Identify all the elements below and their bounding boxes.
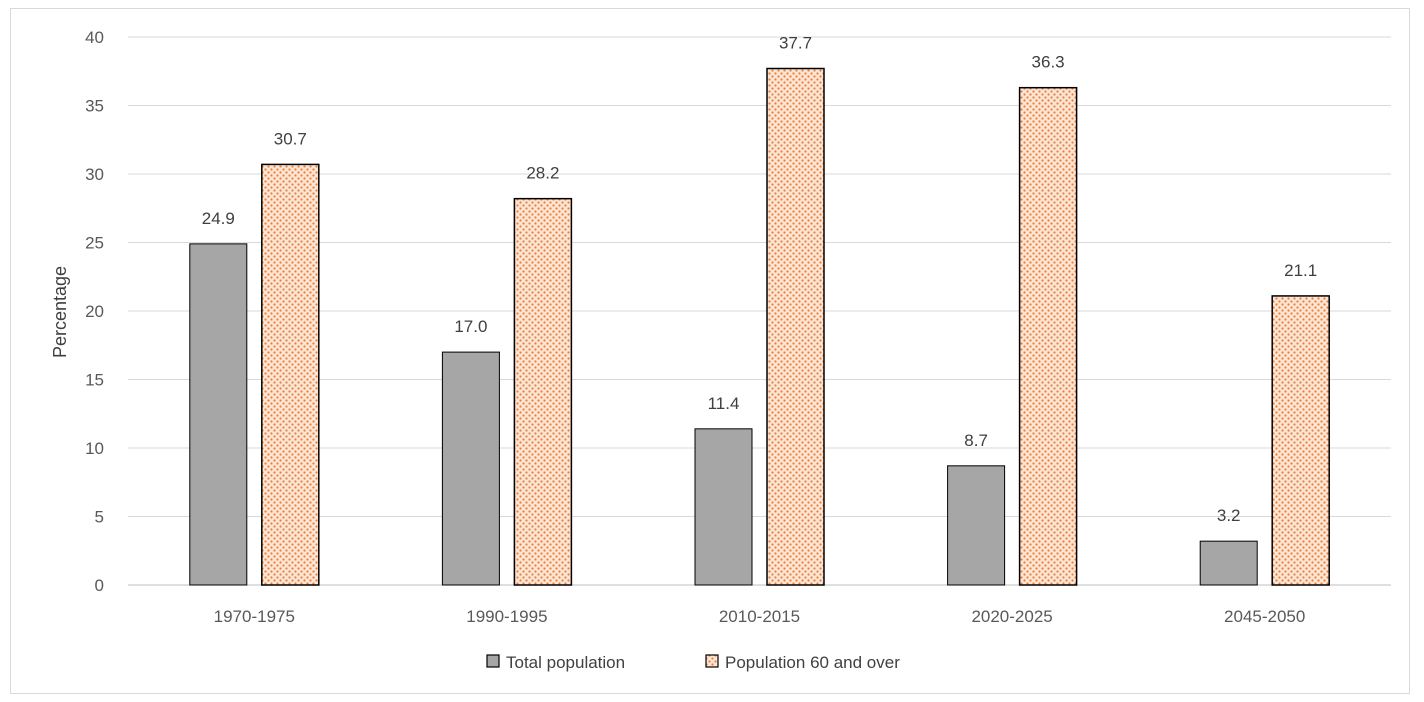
y-axis-ticks: 0 5 10 15 20 25 30 35 40 bbox=[85, 28, 104, 595]
data-label: 21.1 bbox=[1284, 261, 1317, 280]
bar-population-60-over bbox=[1018, 86, 1078, 586]
y-tick-label: 0 bbox=[95, 576, 104, 595]
bar-population-60-over bbox=[513, 197, 573, 586]
data-label: 30.7 bbox=[274, 129, 307, 148]
legend-label: Total population bbox=[506, 653, 625, 672]
legend: Total population Population 60 and over bbox=[486, 653, 900, 672]
legend-swatch-total-population bbox=[486, 654, 500, 668]
bar-total-population bbox=[947, 465, 1006, 586]
data-label: 3.2 bbox=[1217, 506, 1241, 525]
bar-total-population bbox=[189, 243, 248, 586]
data-label: 17.0 bbox=[454, 317, 487, 336]
y-tick-label: 5 bbox=[95, 508, 104, 527]
y-tick-label: 35 bbox=[85, 97, 104, 116]
y-tick-label: 20 bbox=[85, 302, 104, 321]
y-tick-label: 15 bbox=[85, 371, 104, 390]
bar-population-60-over bbox=[766, 67, 825, 586]
data-labels: 24.9 30.7 17.0 28.2 11.4 37.7 8.7 36.3 3.2 21.1 bbox=[202, 34, 1317, 526]
data-label: 24.9 bbox=[202, 209, 235, 228]
bar-total-population bbox=[694, 428, 753, 586]
legend-swatch-population-60-over bbox=[705, 654, 719, 668]
x-axis-ticks: 1970-1975 1990-1995 2010-2015 2020-2025 2045… bbox=[214, 607, 1306, 626]
x-tick-label: 1970-1975 bbox=[214, 607, 295, 626]
y-tick-label: 25 bbox=[85, 234, 104, 253]
legend-label: Population 60 and over bbox=[725, 653, 900, 672]
y-tick-label: 30 bbox=[85, 165, 104, 184]
x-tick-label: 1990-1995 bbox=[466, 607, 547, 626]
bar-total-population bbox=[441, 351, 500, 586]
y-tick-label: 10 bbox=[85, 439, 104, 458]
x-tick-label: 2045-2050 bbox=[1224, 607, 1305, 626]
x-tick-label: 2010-2015 bbox=[719, 607, 800, 626]
bar-population-60-over bbox=[261, 163, 320, 586]
bar-population-60-over bbox=[1271, 295, 1330, 586]
data-label: 28.2 bbox=[526, 164, 559, 183]
data-label: 11.4 bbox=[708, 394, 740, 413]
data-label: 36.3 bbox=[1032, 53, 1065, 72]
bar-total-population bbox=[1199, 540, 1258, 586]
data-label: 8.7 bbox=[964, 431, 988, 450]
gridlines bbox=[128, 36, 1391, 586]
bars bbox=[189, 67, 1330, 586]
y-axis-title: Percentage bbox=[50, 266, 70, 358]
y-tick-label: 40 bbox=[85, 28, 104, 47]
data-label: 37.7 bbox=[779, 34, 812, 53]
x-tick-label: 2020-2025 bbox=[971, 607, 1052, 626]
